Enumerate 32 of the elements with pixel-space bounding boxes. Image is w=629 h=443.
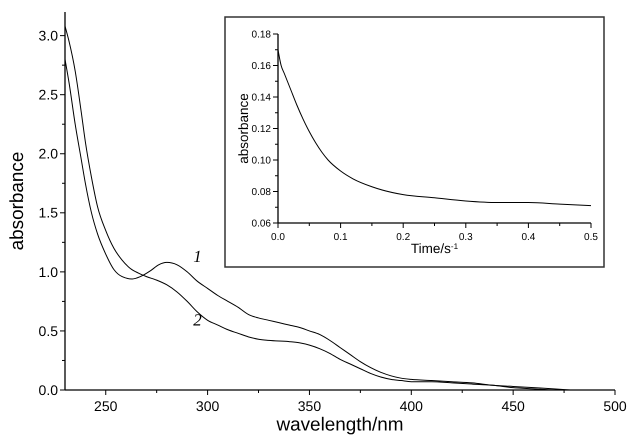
y-axis-title: absorbance bbox=[7, 152, 28, 250]
y-tick-label: 1.5 bbox=[38, 204, 58, 221]
x-tick-label: 0.1 bbox=[334, 232, 348, 243]
x-tick-label: 0.0 bbox=[271, 232, 286, 243]
x-tick-label: 300 bbox=[196, 398, 220, 414]
y-tick-label: 0.14 bbox=[252, 92, 272, 104]
y-tick-label: 0.0 bbox=[38, 382, 58, 398]
x-tick-label: 0.3 bbox=[458, 232, 474, 243]
y-tick-label: 0.10 bbox=[252, 156, 272, 166]
x-axis-title: Time/s$^{-1}$ bbox=[410, 241, 459, 256]
x-axis-title: wavelength/nm bbox=[275, 414, 404, 436]
series-label: 1 bbox=[193, 246, 202, 266]
y-axis-title: absorbance bbox=[236, 93, 251, 164]
y-tick-label: 0.08 bbox=[252, 187, 272, 198]
y-tick-label: 0.18 bbox=[252, 30, 272, 40]
x-tick-label: 0.5 bbox=[584, 232, 598, 243]
x-tick-label: 0.4 bbox=[521, 232, 536, 243]
y-tick-label: 2.5 bbox=[38, 86, 58, 103]
y-tick-label: 0.16 bbox=[252, 61, 272, 72]
y-tick-label: 0.06 bbox=[252, 218, 272, 230]
x-tick-label: 0.2 bbox=[396, 232, 411, 243]
y-tick-label: 0.5 bbox=[38, 322, 58, 339]
x-tick-label: 500 bbox=[603, 398, 627, 414]
y-tick-label: 0.12 bbox=[252, 124, 272, 135]
x-tick-label: 450 bbox=[501, 398, 526, 414]
x-tick-label: 250 bbox=[94, 398, 118, 414]
series-label: 2 bbox=[193, 310, 202, 330]
y-tick-label: 2.0 bbox=[38, 146, 58, 162]
x-tick-label: 400 bbox=[400, 398, 424, 414]
y-tick-label: 1.0 bbox=[38, 264, 58, 280]
x-tick-label: 350 bbox=[298, 398, 322, 414]
y-tick-label: 3.0 bbox=[38, 28, 58, 44]
